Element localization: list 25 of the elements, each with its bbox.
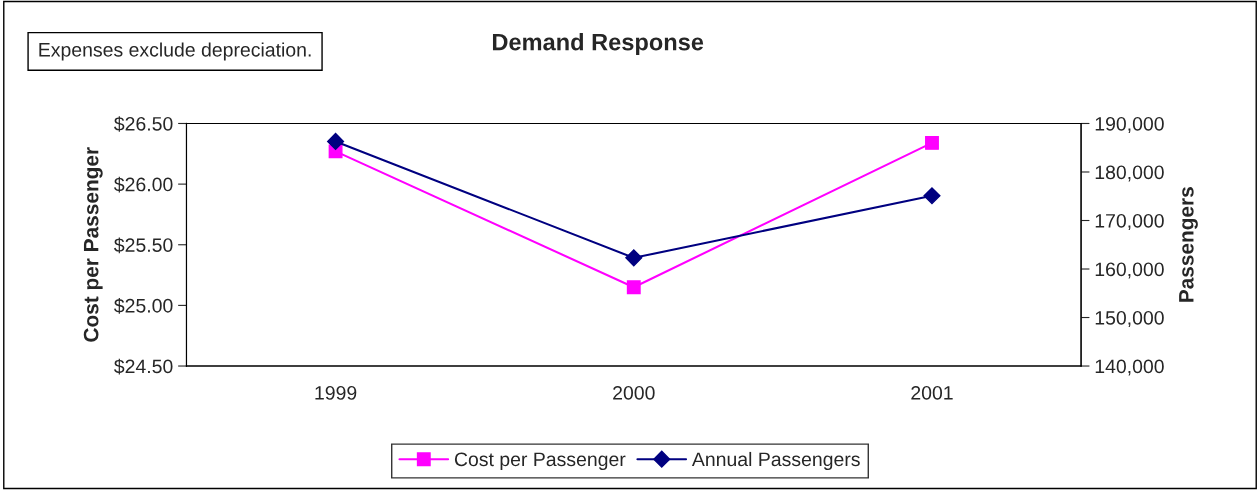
y2-tick-label: 180,000 [1095,165,1164,182]
legend-label: Cost per Passenger [454,452,626,471]
chart-title: Demand Response [492,33,704,56]
text: Expenses exclude depreciation. [39,42,311,61]
x-tick-label: 1999 [315,385,357,400]
y-tick-label: $26.00 [114,176,173,193]
point [327,132,345,150]
y-tick-label: $26.50 [114,116,173,132]
y-axis-title: Cost per Passenger [83,147,103,342]
y2-axis-title: Passengers [1179,187,1198,302]
y-tick-label: $24.50 [114,358,173,375]
point [923,187,941,205]
x-tick-label: 2001 [911,385,953,400]
y-tick-label: $25.50 [114,237,173,254]
y-tick-label: $25.00 [114,298,173,314]
point [626,280,641,295]
y2-tick-label: 160,000 [1095,262,1164,279]
legend-label: Annual Passengers [691,451,860,471]
x-tick-label: 2000 [613,385,655,400]
point [925,135,939,150]
y2-tick-label: 190,000 [1095,116,1164,134]
y2-tick-label: 170,000 [1095,213,1164,231]
point [625,249,643,267]
y2-tick-label: 140,000 [1095,359,1164,376]
y2-tick-label: 150,000 [1095,310,1164,328]
